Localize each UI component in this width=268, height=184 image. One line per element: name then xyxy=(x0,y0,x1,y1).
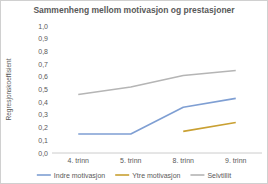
legend-label: Selvtillit xyxy=(207,172,231,179)
plot-area xyxy=(78,70,236,134)
legend: Indre motivasjon Ytre motivasjon Selvtilli… xyxy=(37,172,231,180)
legend-label: Indre motivasjon xyxy=(54,172,105,180)
y-tick-label: 0,6 xyxy=(38,73,48,80)
y-tick-label: 0,1 xyxy=(38,137,48,144)
y-tick-label: 0,5 xyxy=(38,86,48,93)
chart: Sammenheng mellom motivasjon og prestasj… xyxy=(0,0,268,184)
y-tick-label: 0,4 xyxy=(38,99,48,106)
x-tick-label: 4. trinn xyxy=(68,157,90,164)
y-tick-label: 0,2 xyxy=(38,124,48,131)
y-tick-label: 0,0 xyxy=(38,150,48,157)
series-line xyxy=(78,70,236,94)
x-tick-label: 5. trinn xyxy=(120,157,142,164)
series-line xyxy=(183,123,236,132)
title: Sammenheng mellom motivasjon og prestasj… xyxy=(33,5,235,15)
y-tick-label: 0,3 xyxy=(38,111,48,118)
legend-swatch xyxy=(37,174,51,176)
y-tick-label: 0,9 xyxy=(38,35,48,42)
x-axis-line xyxy=(52,153,262,154)
y-axis-label: Regresjonskoeffisient xyxy=(5,58,13,120)
legend-item: Indre motivasjon xyxy=(37,172,105,180)
legend-item: Selvtillit xyxy=(190,172,231,179)
y-tick-label: 1,0 xyxy=(38,23,48,30)
legend-swatch xyxy=(115,174,129,176)
y-tick-label: 0,8 xyxy=(38,48,48,55)
series-line xyxy=(78,98,236,134)
legend-swatch xyxy=(190,174,204,176)
legend-label: Ytre motivasjon xyxy=(132,172,180,180)
x-tick-label: 9. trinn xyxy=(225,157,247,164)
y-tick-label: 0,7 xyxy=(38,61,48,68)
legend-item: Ytre motivasjon xyxy=(115,172,180,180)
chart-border xyxy=(1,1,268,184)
x-tick-label: 8. trinn xyxy=(173,157,195,164)
